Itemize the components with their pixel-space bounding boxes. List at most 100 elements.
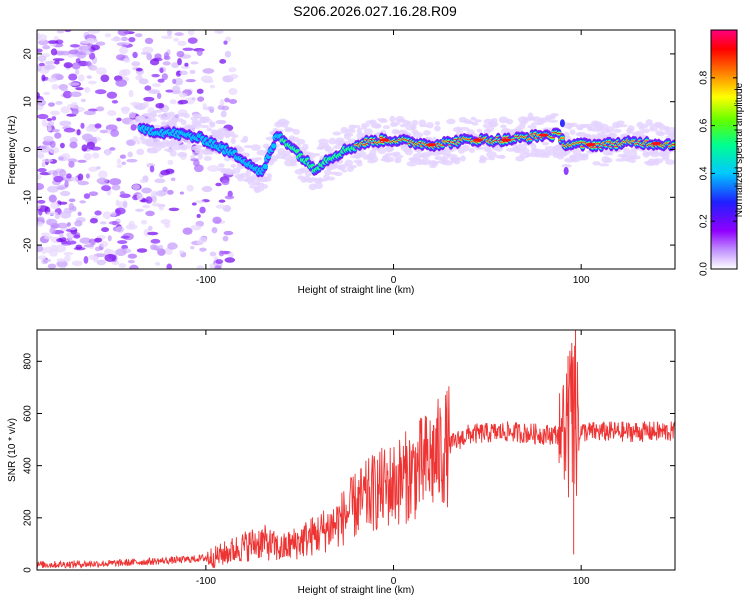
spectrogram-halo-mark <box>344 133 354 137</box>
spectrogram-noise-mark <box>83 110 96 116</box>
spectrogram-ytick-label: -20 <box>23 237 34 252</box>
spectrogram-noise-mark <box>114 207 126 215</box>
spectrogram-noise-mark <box>152 83 162 88</box>
spectrogram-noise-mark <box>160 169 171 176</box>
spectrogram-noise-mark <box>101 185 111 192</box>
spectrogram-noise-mark <box>139 179 146 184</box>
spectrogram-noise-mark <box>73 234 81 239</box>
spectrogram-halo-mark <box>314 182 323 190</box>
spectrogram-halo-mark <box>500 124 507 129</box>
spectrogram-noise-mark <box>167 159 174 165</box>
spectrogram-noise-mark <box>37 64 42 72</box>
spectrogram-noise-mark <box>51 128 60 133</box>
spectrogram-noise-mark <box>75 68 80 75</box>
spectrogram-halo-mark <box>268 155 279 161</box>
spectrogram-noise-mark <box>121 244 129 250</box>
spectrogram-noise-mark <box>138 78 149 85</box>
spectrogram-halo-mark <box>474 119 482 123</box>
spectrogram-halo-mark <box>412 131 424 139</box>
spectrogram-halo-mark <box>576 131 587 136</box>
spectrogram-noise-mark <box>110 211 117 217</box>
spectrogram-noise-mark <box>224 50 232 58</box>
spectrogram-noise-mark <box>115 248 127 256</box>
spectrogram-halo-mark <box>341 169 348 173</box>
chart-title: S206.2026.027.16.28.R09 <box>293 3 457 19</box>
spectrogram-noise-mark <box>154 178 166 184</box>
spectrogram-noise-mark <box>191 113 203 118</box>
spectrogram-noise-mark <box>199 206 206 214</box>
spectrogram-halo-mark <box>136 148 145 156</box>
spectrogram-halo-mark <box>135 115 146 121</box>
spectrogram-noise-mark <box>150 238 161 244</box>
spectrogram-noise-mark <box>64 255 71 263</box>
spectrogram-halo-mark <box>613 129 622 133</box>
spectrogram-halo-mark <box>426 121 434 129</box>
spectrogram-noise-mark <box>145 196 153 204</box>
snr-xlabel: Height of straight line (km) <box>298 585 415 596</box>
spectrogram-halo-mark <box>505 118 514 125</box>
spectrogram-noise-mark <box>177 58 182 66</box>
spectrogram-halo-mark <box>333 145 341 150</box>
spectrogram-halo-mark <box>160 121 168 127</box>
spectrogram-halo-mark <box>192 120 202 127</box>
spectrogram-noise-mark <box>81 133 94 141</box>
spectrogram-noise-mark <box>77 173 84 181</box>
colorbar-tick-label: 0.8 <box>699 70 710 84</box>
spectrogram-halo-mark <box>373 124 382 129</box>
spectrogram-noise-mark <box>189 245 195 250</box>
spectrogram-noise-mark <box>135 33 143 38</box>
spectrogram-noise-mark <box>111 260 120 265</box>
spectrogram-noise-mark <box>64 180 69 188</box>
spectrogram-halo-mark <box>482 123 489 128</box>
colorbar-tick-label: 0.0 <box>699 262 710 276</box>
spectrogram-noise-mark <box>96 67 107 75</box>
spectrogram-noise-mark <box>166 189 174 195</box>
spectrogram-noise-mark <box>196 88 204 94</box>
spectrogram-noise-mark <box>41 158 54 163</box>
spectrogram-halo-mark <box>393 154 404 159</box>
spectrogram-halo-mark <box>491 117 498 123</box>
spectrogram-noise-mark <box>121 36 128 42</box>
spectrogram-halo-mark <box>203 155 212 162</box>
snr-marks <box>37 330 675 569</box>
spectrogram-halo-mark <box>651 151 659 155</box>
spectrogram-halo-mark <box>194 148 204 154</box>
spectrogram-halo-mark <box>209 121 216 128</box>
spectrogram-noise-mark <box>136 193 144 201</box>
spectrogram-noise-mark <box>107 235 112 242</box>
spectrogram-noise-mark <box>196 265 204 269</box>
spectrogram-halo-mark <box>471 121 479 126</box>
spectrogram-noise-mark <box>79 237 92 244</box>
spectrogram-halo-mark <box>200 124 210 129</box>
spectrogram-noise-mark <box>221 179 230 186</box>
spectrogram-noise-mark <box>156 92 162 99</box>
spectrogram-halo-mark <box>255 157 263 161</box>
spectrogram-noise-mark <box>157 78 165 83</box>
spectrogram-noise-mark <box>75 87 84 91</box>
spectrogram-noise-mark <box>126 139 136 146</box>
spectrogram-halo-mark <box>242 135 249 143</box>
spectrogram-halo-mark <box>642 128 650 134</box>
spectrogram-noise-mark <box>71 260 83 267</box>
snr-ylabel: SNR (10 * v/v) <box>7 418 18 482</box>
spectrogram-noise-mark <box>162 107 169 112</box>
spectrogram-noise-mark <box>60 87 68 92</box>
spectrogram-noise-mark <box>149 244 158 251</box>
spectrogram-noise-mark <box>145 210 155 217</box>
colorbar-label: Normalized spectral amplitude <box>734 82 745 217</box>
spectrogram-noise-mark <box>41 74 46 82</box>
spectrogram-halo-mark <box>147 136 155 144</box>
snr-ytick-label: 0 <box>23 567 34 573</box>
spectrogram-peak-mark <box>651 141 662 146</box>
spectrogram-noise-mark <box>59 142 65 149</box>
spectrogram-noise-mark <box>136 248 148 253</box>
spectrogram-noise-mark <box>50 202 61 210</box>
snr-series-line <box>37 345 675 569</box>
spectrogram-halo-mark <box>344 159 354 167</box>
spectrogram-noise-mark <box>109 147 116 151</box>
spectrogram-noise-mark <box>128 111 137 119</box>
spectrogram-halo-mark <box>390 121 401 126</box>
spectrogram-xlabel: Height of straight line (km) <box>298 285 415 296</box>
spectrogram-halo-mark <box>635 130 645 136</box>
